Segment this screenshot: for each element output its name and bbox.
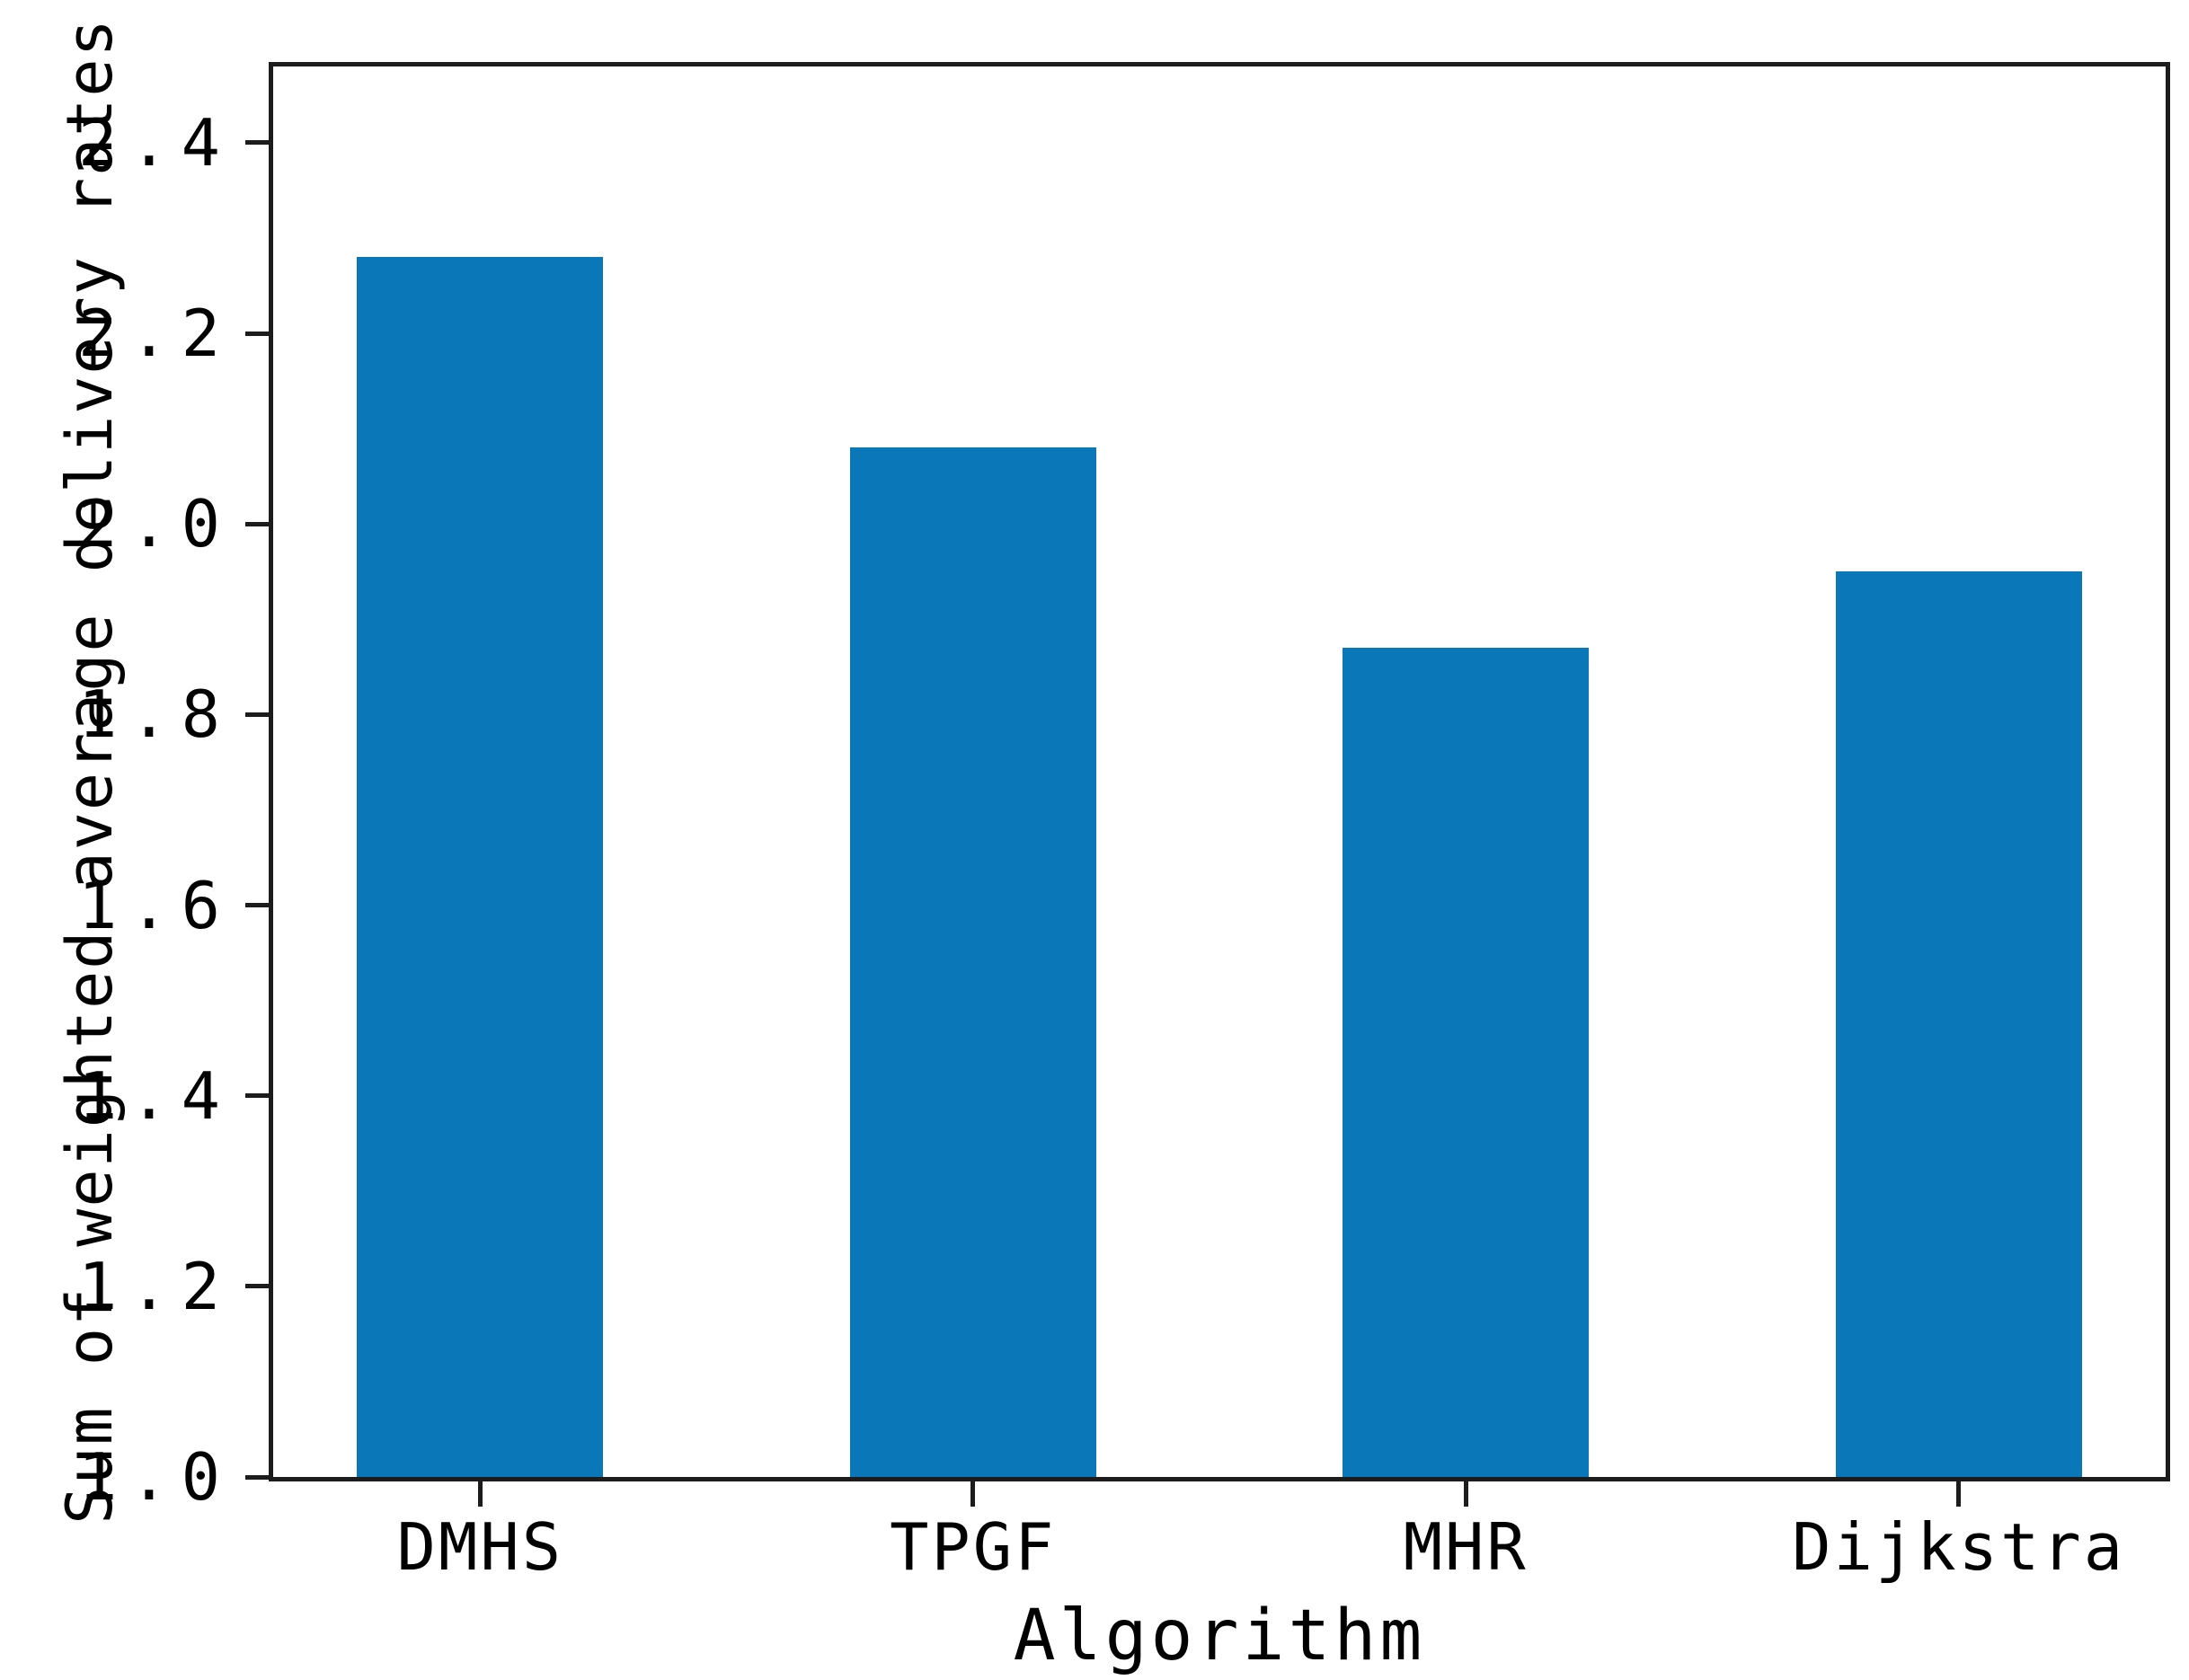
x-axis-label: Algorithm (1013, 1596, 1426, 1676)
y-tick-label-1.4: 1.4 (77, 1057, 233, 1134)
bar-dijkstra (1835, 571, 2082, 1477)
y-tick-2.4 (245, 140, 269, 146)
y-tick-label-2.2: 2.2 (77, 296, 233, 372)
x-tick-dijkstra (1956, 1481, 1962, 1507)
y-tick-label-1.2: 1.2 (77, 1248, 233, 1324)
y-tick-label-1.6: 1.6 (77, 867, 233, 943)
plot-area (269, 62, 2170, 1481)
x-tick-label-mhr: MHR (1403, 1509, 1529, 1585)
y-tick-label-2.4: 2.4 (77, 104, 233, 181)
x-tick-dmhs (477, 1481, 483, 1507)
y-tick-1.6 (245, 903, 269, 907)
y-tick-2.2 (245, 331, 269, 336)
y-tick-label-1.8: 1.8 (77, 676, 233, 753)
y-tick-1.2 (245, 1284, 269, 1289)
x-tick-tpgf (970, 1481, 976, 1507)
bar-mhr (1343, 648, 1590, 1477)
y-tick-label-2.0: 2.0 (77, 486, 233, 562)
x-tick-mhr (1463, 1481, 1468, 1507)
x-tick-label-dijkstra: Dijkstra (1792, 1509, 2126, 1585)
y-tick-2.0 (245, 521, 269, 526)
y-tick-1.8 (245, 712, 269, 717)
bar-dmhs (357, 257, 604, 1477)
y-tick-1.0 (245, 1474, 269, 1480)
x-tick-label-dmhs: DMHS (396, 1509, 564, 1585)
bar-tpgf (849, 447, 1096, 1477)
x-tick-label-tpgf: TPGF (890, 1509, 1057, 1585)
y-tick-1.4 (245, 1093, 269, 1099)
y-tick-label-1.0: 1.0 (77, 1439, 233, 1515)
